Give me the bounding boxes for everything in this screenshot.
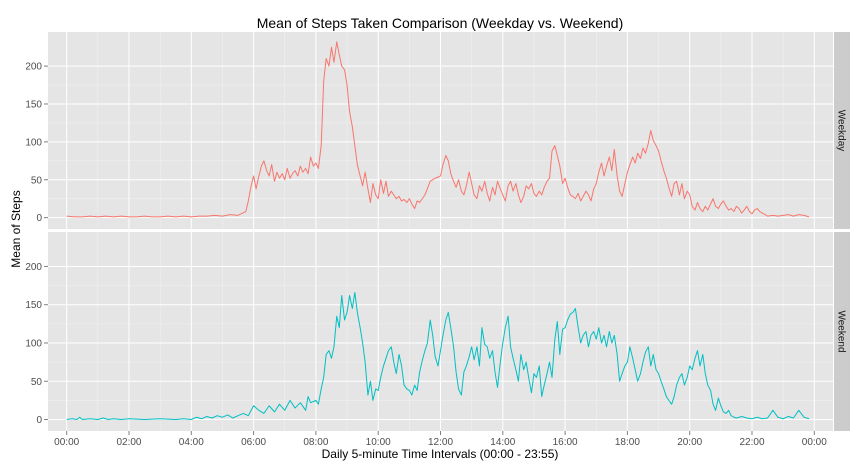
x-tick-label: 04:00 bbox=[179, 437, 204, 448]
facet-strip bbox=[834, 32, 850, 229]
y-axis-title: Mean of Steps bbox=[9, 190, 23, 267]
x-tick-label: 08:00 bbox=[303, 437, 328, 448]
y-tick-label: 0 bbox=[36, 213, 42, 224]
x-tick-label: 10:00 bbox=[366, 437, 391, 448]
facet-panel-weekend: 0 50 100 150 200 Weekend bbox=[25, 232, 850, 431]
x-axis-title: Daily 5-minute Time Intervals (00:00 - 2… bbox=[322, 447, 559, 461]
facet-strip-label-weekday: Weekday bbox=[836, 110, 847, 152]
chart-title: Mean of Steps Taken Comparison (Weekday … bbox=[257, 15, 624, 31]
x-tick-label: 14:00 bbox=[490, 437, 515, 448]
y-tick-label: 100 bbox=[25, 338, 42, 349]
y-tick-label: 0 bbox=[36, 415, 42, 426]
x-tick-label: 20:00 bbox=[677, 437, 702, 448]
x-tick-label: 02:00 bbox=[116, 437, 141, 448]
x-tick-label: 12:00 bbox=[428, 437, 453, 448]
y-tick-label: 200 bbox=[25, 62, 42, 73]
facet-panel-weekday: 0 50 100 150 200 Weekday bbox=[25, 32, 850, 229]
y-tick-label: 200 bbox=[25, 262, 42, 273]
facet-panels: 0 50 100 150 200 Weekday 0 50 100 150 200 Weekend 00… bbox=[25, 32, 850, 448]
x-tick-label: 00:00 bbox=[802, 437, 827, 448]
y-tick-label: 50 bbox=[31, 175, 43, 186]
y-tick-label: 100 bbox=[25, 137, 42, 148]
facet-strip-label-weekend: Weekend bbox=[836, 310, 847, 352]
series-line-weekday bbox=[66, 41, 810, 218]
y-tick-label: 50 bbox=[31, 377, 43, 388]
y-tick-label: 150 bbox=[25, 99, 42, 110]
x-tick-label: 06:00 bbox=[241, 437, 266, 448]
x-tick-label: 16:00 bbox=[553, 437, 578, 448]
y-tick-label: 150 bbox=[25, 300, 42, 311]
x-tick-label: 00:00 bbox=[54, 437, 79, 448]
facet-strip bbox=[834, 232, 850, 431]
x-tick-label: 22:00 bbox=[739, 437, 764, 448]
series-line-weekend bbox=[66, 291, 810, 421]
x-tick-label: 18:00 bbox=[615, 437, 640, 448]
